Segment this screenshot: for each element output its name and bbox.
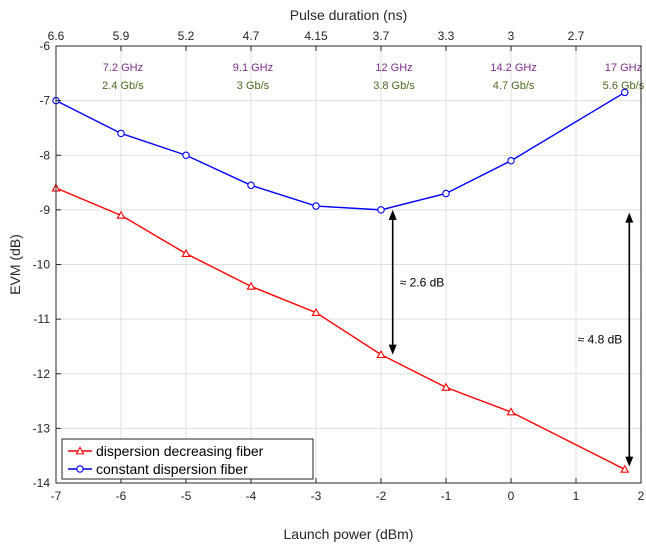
- arrow-head-down: [625, 456, 634, 467]
- top-tick-label: 5.2: [178, 29, 195, 43]
- legend-marker: [75, 446, 85, 455]
- top-tick-label: 2.7: [568, 29, 585, 43]
- y-tick-label: -9: [39, 203, 50, 217]
- data-point: [506, 407, 516, 416]
- y-tick-label: -14: [33, 476, 51, 490]
- top-tick-label: 4.7: [243, 29, 260, 43]
- data-point: [117, 129, 125, 138]
- x-tick-label: -1: [441, 489, 452, 503]
- x-tick-label: -6: [116, 489, 127, 503]
- delta-label: ≈ 4.8 dB: [578, 333, 623, 347]
- top-tick-label: 3: [508, 29, 515, 43]
- data-point: [312, 202, 320, 210]
- top-tick-label: 6.6: [48, 29, 65, 43]
- legend-label: dispersion decreasing fiber: [96, 443, 264, 459]
- x-tick-label: -2: [376, 489, 387, 503]
- data-point: [442, 189, 450, 198]
- bitrate-label: 5.6 Gb/s: [603, 80, 645, 92]
- bitrate-label: 3 Gb/s: [237, 80, 270, 92]
- data-point: [507, 156, 515, 165]
- y-tick-label: -8: [39, 148, 50, 162]
- x-axis-title: Launch power (dBm): [284, 526, 414, 542]
- legend-box: [61, 438, 314, 480]
- data-point: [441, 382, 451, 391]
- bitrate-label: 4.7 Gb/s: [493, 80, 535, 92]
- top-tick-label: 4.15: [304, 29, 328, 43]
- x-tick-label: 2: [638, 489, 645, 503]
- data-point: [377, 206, 385, 214]
- x-tick-label: 0: [508, 489, 515, 503]
- x-tick-label: -4: [246, 489, 257, 503]
- data-point: [620, 464, 630, 473]
- bandwidth-label: 9.1 GHz: [233, 62, 273, 74]
- y-tick-label: -10: [33, 258, 51, 272]
- arrow-annotations: ≈ 2.6 dB ≈ 4.8 dB: [388, 209, 634, 467]
- data-point: [116, 210, 126, 219]
- bitrate-label: 2.4 Gb/s: [102, 80, 144, 92]
- bandwidth-label: 17 GHz: [605, 62, 642, 74]
- legend-label: constant dispersion fiber: [96, 461, 248, 477]
- y-tick-label: -11: [34, 312, 51, 326]
- y-tick-label: -6: [39, 39, 50, 53]
- x-tick-label: -7: [51, 489, 62, 503]
- bandwidth-rate-labels: 7.2 GHz 9.1 GHz 12 GHz 14.2 GHz 17 GHz 2.4 Gb…: [102, 62, 645, 92]
- data-point: [620, 88, 629, 97]
- arrow-head-up: [388, 209, 397, 220]
- data-point: [246, 281, 256, 290]
- delta-label: ≈ 2.6 dB: [400, 275, 445, 289]
- top-tick-label: 3.7: [373, 29, 390, 43]
- bandwidth-label: 12 GHz: [375, 62, 412, 74]
- series-markers: [51, 88, 630, 473]
- x-tick-label: 1: [573, 489, 580, 503]
- x-tick-label: -3: [311, 489, 322, 503]
- legend-marker: [76, 465, 84, 473]
- y-tick-label: -12: [33, 367, 51, 381]
- y-axis-title: EVM (dB): [7, 234, 23, 295]
- y-tick-label: -7: [39, 94, 50, 108]
- arrow-head-up: [625, 212, 634, 223]
- top-axis-title: Pulse duration (ns): [290, 7, 408, 23]
- data-point: [182, 151, 190, 160]
- data-point: [181, 248, 191, 258]
- y-tick-label: -13: [33, 421, 51, 435]
- legend: dispersion decreasing fiber constant disp…: [61, 438, 314, 480]
- top-tick-label: 5.9: [113, 29, 130, 43]
- bandwidth-label: 7.2 GHz: [103, 62, 143, 74]
- data-point: [376, 349, 386, 359]
- top-tick-label: 3.3: [438, 29, 455, 43]
- data-point: [247, 181, 255, 190]
- arrow-head-down: [388, 344, 397, 355]
- bandwidth-label: 14.2 GHz: [490, 62, 536, 74]
- x-tick-label: -5: [181, 489, 192, 503]
- grid-lines: [56, 46, 641, 483]
- data-point: [311, 307, 321, 317]
- bitrate-label: 3.8 Gb/s: [373, 80, 415, 92]
- axis-ticks: -7 -6 -5 -4 -3 -2 -1 0 1 2-6-7-8-9-10-11-12-13-14…: [33, 29, 645, 503]
